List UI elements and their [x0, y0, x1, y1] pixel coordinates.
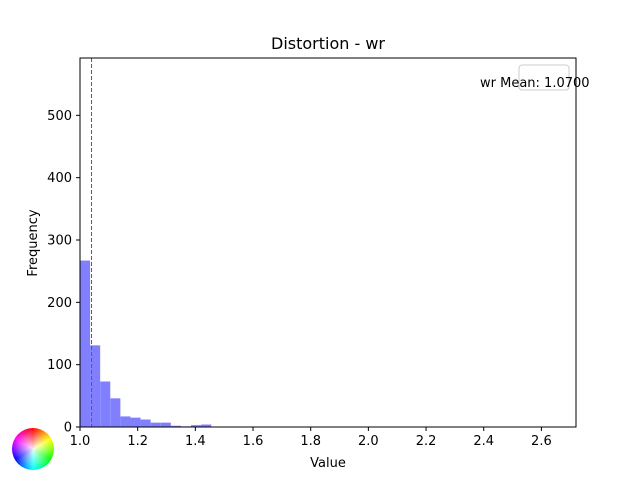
histogram-bar-3 — [110, 398, 121, 427]
x-axis: 1.0 1.2 1.4 1.6 1.8 2.0 2.2 2.4 2.6 — [70, 427, 552, 449]
x-tick-label-7: 2.4 — [473, 434, 494, 449]
axes-frame — [79, 57, 577, 428]
histogram-bar-7 — [150, 422, 161, 427]
histogram-bar-2 — [100, 381, 111, 427]
x-tick-label-2: 1.4 — [185, 434, 206, 449]
histogram-bar-8 — [160, 422, 171, 427]
legend-box — [518, 64, 570, 91]
x-tick-label-8: 2.6 — [531, 434, 552, 449]
x-tick-label-5: 2.0 — [358, 434, 379, 449]
chart-title: Distortion - wr — [271, 34, 385, 53]
y-tick-label-2: 200 — [47, 296, 72, 311]
histogram-bar-9 — [170, 425, 181, 427]
y-axis: 0 100 200 300 400 500 — [47, 109, 80, 436]
y-tick-label-0: 0 — [64, 421, 72, 436]
x-tick-label-3: 1.6 — [243, 434, 264, 449]
x-tick-label-0: 1.0 — [70, 434, 91, 449]
y-tick-label-4: 400 — [47, 171, 72, 186]
x-tick-label-4: 1.8 — [300, 434, 321, 449]
legend-entry-mean: wr Mean: 1.0700 — [480, 76, 590, 91]
y-tick-label-5: 500 — [47, 109, 72, 124]
histogram-bar-6 — [140, 419, 151, 427]
histogram-bar-1 — [90, 345, 101, 427]
histogram-bar-11 — [191, 425, 202, 427]
x-tick-label-1: 1.2 — [127, 434, 148, 449]
histogram-bar-4 — [120, 416, 131, 427]
y-tick-label-3: 300 — [47, 234, 72, 249]
x-tick-label-6: 2.2 — [416, 434, 437, 449]
histogram-bar-0 — [80, 260, 91, 427]
y-axis-label: Frequency — [26, 209, 41, 276]
legend: wr Mean: 1.0700 — [480, 64, 590, 91]
histogram-bar-5 — [130, 417, 141, 427]
histogram-bar-12 — [201, 424, 212, 427]
bars-layer — [80, 260, 212, 427]
hue-wheel-icon — [12, 428, 54, 470]
y-tick-label-1: 100 — [47, 358, 72, 373]
x-axis-label: Value — [310, 456, 346, 471]
